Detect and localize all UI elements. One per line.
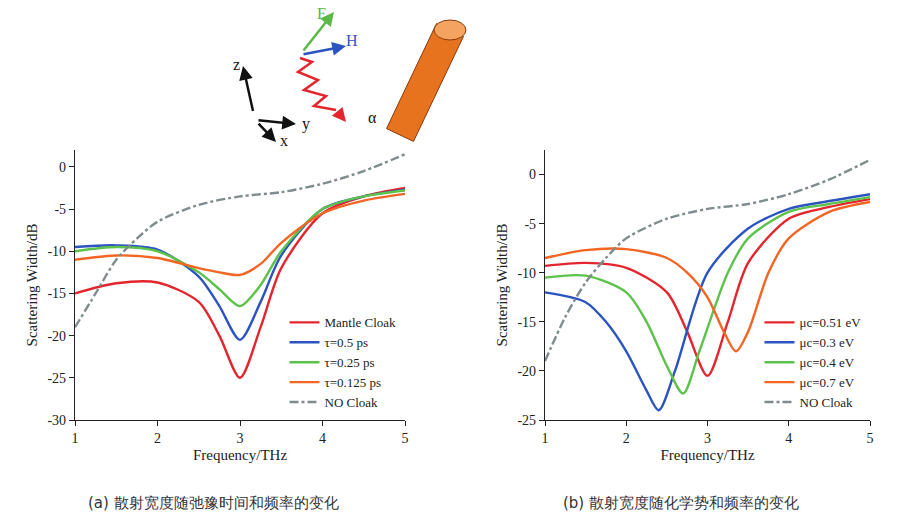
svg-text:NO Cloak: NO Cloak: [799, 395, 853, 410]
svg-text:-10: -10: [517, 266, 536, 281]
svg-text:0: 0: [529, 167, 536, 182]
svg-text:(a) 散射宽度随弛豫时间和频率的变化: (a) 散射宽度随弛豫时间和频率的变化: [88, 494, 339, 512]
svg-text:-5: -5: [54, 202, 66, 217]
svg-text:-10: -10: [47, 244, 66, 259]
svg-text:5: 5: [402, 431, 409, 446]
svg-text:E: E: [317, 5, 327, 22]
svg-text:-15: -15: [47, 286, 66, 301]
svg-text:-5: -5: [524, 217, 536, 232]
svg-text:Scattering Width/dB: Scattering Width/dB: [24, 224, 40, 347]
svg-text:Mantle Cloak: Mantle Cloak: [324, 315, 396, 330]
svg-text:0: 0: [59, 160, 66, 175]
svg-text:-15: -15: [517, 315, 536, 330]
svg-text:-20: -20: [47, 329, 66, 344]
svg-text:-20: -20: [517, 364, 536, 379]
svg-text:3: 3: [704, 431, 711, 446]
svg-text:τ=0.5 ps: τ=0.5 ps: [324, 335, 368, 350]
svg-text:3: 3: [237, 431, 244, 446]
svg-text:μc=0.3 eV: μc=0.3 eV: [799, 335, 854, 350]
svg-text:x: x: [280, 132, 288, 149]
svg-text:Scattering Width/dB: Scattering Width/dB: [494, 224, 510, 347]
svg-text:z: z: [233, 56, 240, 73]
svg-text:1: 1: [542, 431, 549, 446]
svg-text:2: 2: [154, 431, 161, 446]
svg-text:Frequency/THz: Frequency/THz: [193, 447, 287, 463]
svg-text:(b) 散射宽度随化学势和频率的变化: (b) 散射宽度随化学势和频率的变化: [563, 494, 799, 512]
svg-text:NO Cloak: NO Cloak: [324, 395, 378, 410]
svg-text:μc=0.7 eV: μc=0.7 eV: [799, 375, 854, 390]
svg-text:τ=0.125 ps: τ=0.125 ps: [324, 375, 381, 390]
svg-text:α: α: [368, 109, 377, 126]
svg-text:4: 4: [319, 431, 326, 446]
svg-text:-25: -25: [517, 413, 536, 428]
svg-text:y: y: [302, 115, 310, 133]
svg-text:-25: -25: [47, 371, 66, 386]
svg-text:-30: -30: [47, 413, 66, 428]
svg-text:τ=0.25 ps: τ=0.25 ps: [324, 355, 374, 370]
svg-text:1: 1: [72, 431, 79, 446]
svg-text:H: H: [346, 32, 358, 49]
svg-text:μc=0.51 eV: μc=0.51 eV: [799, 315, 861, 330]
svg-text:Frequency/THz: Frequency/THz: [660, 447, 754, 463]
svg-text:5: 5: [867, 431, 874, 446]
svg-text:4: 4: [785, 431, 792, 446]
svg-text:2: 2: [623, 431, 630, 446]
svg-text:μc=0.4 eV: μc=0.4 eV: [799, 355, 854, 370]
